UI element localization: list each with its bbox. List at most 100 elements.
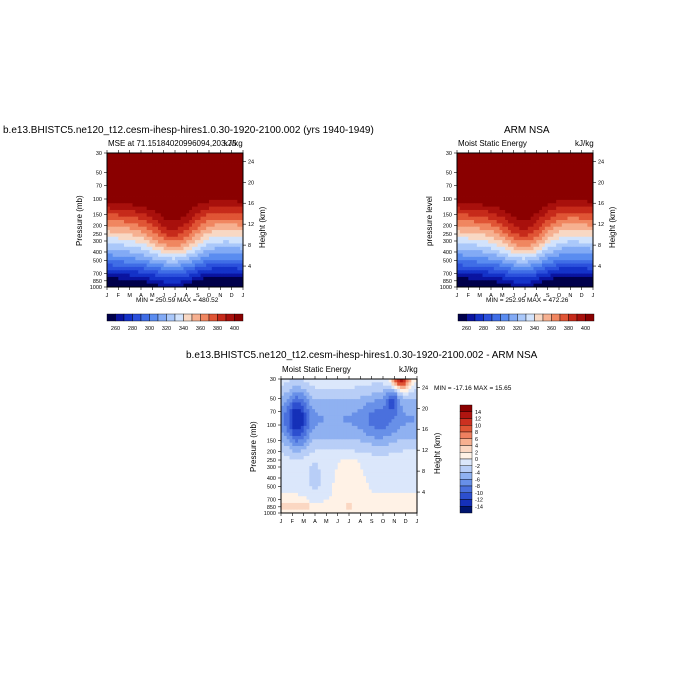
heatmap-cell [550,169,554,174]
heatmap-cell [525,236,529,241]
heatmap-cell [152,213,156,218]
heatmap-cell [323,425,327,430]
heatmap-cell [146,226,150,231]
heatmap-cell [223,213,227,218]
heatmap-cell [234,193,238,197]
heatmap-cell [138,213,142,218]
heatmap-cell [479,176,483,181]
heatmap-cell [340,432,344,437]
heatmap-cell [522,246,526,251]
heatmap-cell [479,199,483,204]
colorbar-swatch [457,313,467,322]
heatmap-cell [206,276,210,281]
heatmap-cell [155,213,159,218]
heatmap-cell [530,223,534,228]
heatmap-cell [457,233,461,238]
heatmap-cell [346,412,350,417]
heatmap-cell [354,392,358,397]
heatmap-cell [146,186,150,191]
heatmap-cell [564,230,568,234]
heatmap-cell [163,216,167,221]
heatmap-cell [203,213,207,218]
heatmap-cell [363,392,367,397]
heatmap-cell [402,389,407,393]
heatmap-cell [385,389,390,393]
heatmap-cell [391,385,395,390]
heatmap-cell [240,153,244,157]
heatmap-cell [231,169,235,174]
heatmap-cell [578,166,583,171]
heatmap-cell [542,243,546,248]
heatmap-cell [573,173,577,177]
heatmap-cell [320,385,324,390]
heatmap-cell [525,266,529,271]
heatmap-cell [340,415,344,420]
heatmap-cell [553,216,557,221]
heatmap-cell [550,220,554,224]
heatmap-cell [522,203,526,207]
heatmap-cell [126,233,131,238]
heatmap-cell [286,395,290,400]
heatmap-cell [570,240,574,244]
heatmap-cell [194,270,199,274]
heatmap-cell [397,405,401,410]
heatmap-cell [564,193,568,197]
heatmap-cell [542,246,546,251]
heatmap-cell [107,173,111,177]
heatmap-cell [203,209,207,214]
heatmap-cell [295,392,299,397]
heatmap-cell [237,183,241,187]
heatmap-cell [228,280,233,285]
heatmap-cell [553,253,557,258]
heatmap-cell [141,153,145,157]
heatmap-cell [550,233,554,238]
heatmap-cell [499,156,503,161]
heatmap-cell [320,415,324,420]
heatmap-cell [163,159,167,164]
heatmap-cell [522,230,526,234]
heatmap-cell [542,260,546,264]
heatmap-cell [194,266,199,271]
heatmap-cell [295,412,299,417]
heatmap-cell [573,193,577,197]
heatmap-cell [468,230,472,234]
heatmap-cell [200,230,204,234]
heatmap-cell [143,283,148,288]
heatmap-cell [118,283,122,288]
heatmap-cell [493,169,498,174]
heatmap-cell [186,203,190,207]
heatmap-cell [530,153,534,157]
heatmap-cell [508,166,512,171]
heatmap-cell [281,415,285,420]
heatmap-cell [124,283,128,288]
heatmap-cell [337,409,341,413]
heatmap-cell [411,379,415,383]
heatmap-cell [217,283,221,288]
heatmap-cell [556,196,560,201]
heatmap-cell [200,193,204,197]
heatmap-cell [126,209,131,214]
heatmap-cell [337,435,341,440]
heatmap-cell [508,223,512,228]
heatmap-cell [163,186,167,191]
heatmap-cell [240,260,244,264]
heatmap-cell [485,263,489,268]
heatmap-cell [115,243,119,248]
heatmap-cell [587,199,591,204]
heatmap-cell [223,256,227,261]
heatmap-cell [533,179,537,184]
heatmap-cell [323,402,327,407]
heatmap-cell [556,189,560,194]
heatmap-cell [189,236,193,241]
heatmap-cell [298,399,302,403]
heatmap-cell [530,243,534,248]
heatmap-cell [405,399,409,403]
heatmap-cell [465,220,469,224]
heatmap-cell [590,163,594,167]
heatmap-cell [519,203,523,207]
heatmap-cell [115,266,119,271]
heatmap-cell [163,193,167,197]
heatmap-cell [567,223,571,228]
heatmap-cell [315,439,319,444]
heatmap-cell [231,256,235,261]
